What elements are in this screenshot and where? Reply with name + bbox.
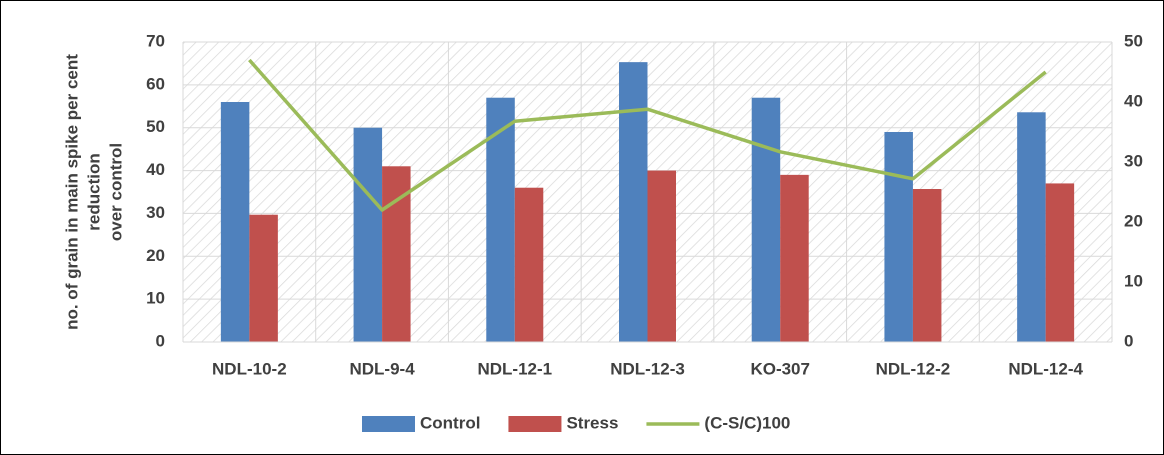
y2-tick-label: 50 bbox=[1124, 31, 1143, 50]
bar bbox=[514, 187, 544, 342]
y2-tick-label: 20 bbox=[1124, 211, 1143, 230]
y-axis-title-line: over control bbox=[106, 143, 125, 241]
x-tick-label: NDL-12-4 bbox=[1008, 359, 1083, 378]
y-tick-label: 10 bbox=[146, 289, 165, 308]
y-axis-title: no. of grain in main spike per cent reduc… bbox=[62, 54, 125, 330]
bar bbox=[751, 97, 781, 342]
bar bbox=[1017, 112, 1046, 343]
bar bbox=[1045, 183, 1075, 342]
legend-label: Stress bbox=[566, 413, 618, 432]
bar bbox=[249, 214, 278, 342]
bar bbox=[647, 170, 676, 342]
y-tick-label: 60 bbox=[146, 74, 165, 93]
legend-swatch bbox=[508, 416, 562, 432]
bar bbox=[353, 127, 383, 342]
y-tick-label: 40 bbox=[146, 160, 165, 179]
y2-tick-label: 40 bbox=[1124, 91, 1143, 110]
y-axis-title-line: no. of grain in main spike per cent bbox=[62, 54, 81, 330]
x-tick-label: NDL-12-1 bbox=[477, 359, 552, 378]
y2-tick-label: 10 bbox=[1124, 271, 1143, 290]
legend-label: Control bbox=[420, 413, 480, 432]
y-tick-label: 50 bbox=[146, 117, 165, 136]
x-tick-label: NDL-10-2 bbox=[212, 359, 287, 378]
bar bbox=[486, 97, 515, 342]
y-tick-label: 20 bbox=[146, 246, 165, 265]
bar bbox=[780, 174, 809, 342]
y-tick-label: 30 bbox=[146, 203, 165, 222]
x-tick-label: KO-307 bbox=[750, 359, 810, 378]
y-tick-label: 70 bbox=[146, 31, 165, 50]
y-axis-title-line: reduction bbox=[84, 153, 103, 230]
bar bbox=[912, 189, 942, 342]
legend-label: (C-S/C)100 bbox=[704, 413, 790, 432]
y-tick-label: 0 bbox=[156, 331, 165, 350]
x-tick-label: NDL-9-4 bbox=[349, 359, 415, 378]
line-series bbox=[248, 58, 1047, 212]
x-tick-label: NDL-12-2 bbox=[876, 359, 951, 378]
y2-tick-label: 30 bbox=[1124, 151, 1143, 170]
bar bbox=[220, 102, 250, 342]
bar bbox=[884, 132, 913, 342]
bar bbox=[619, 62, 648, 343]
x-tick-label: NDL-12-3 bbox=[610, 359, 685, 378]
y2-tick-label: 0 bbox=[1124, 331, 1133, 350]
legend-swatch bbox=[362, 416, 415, 432]
